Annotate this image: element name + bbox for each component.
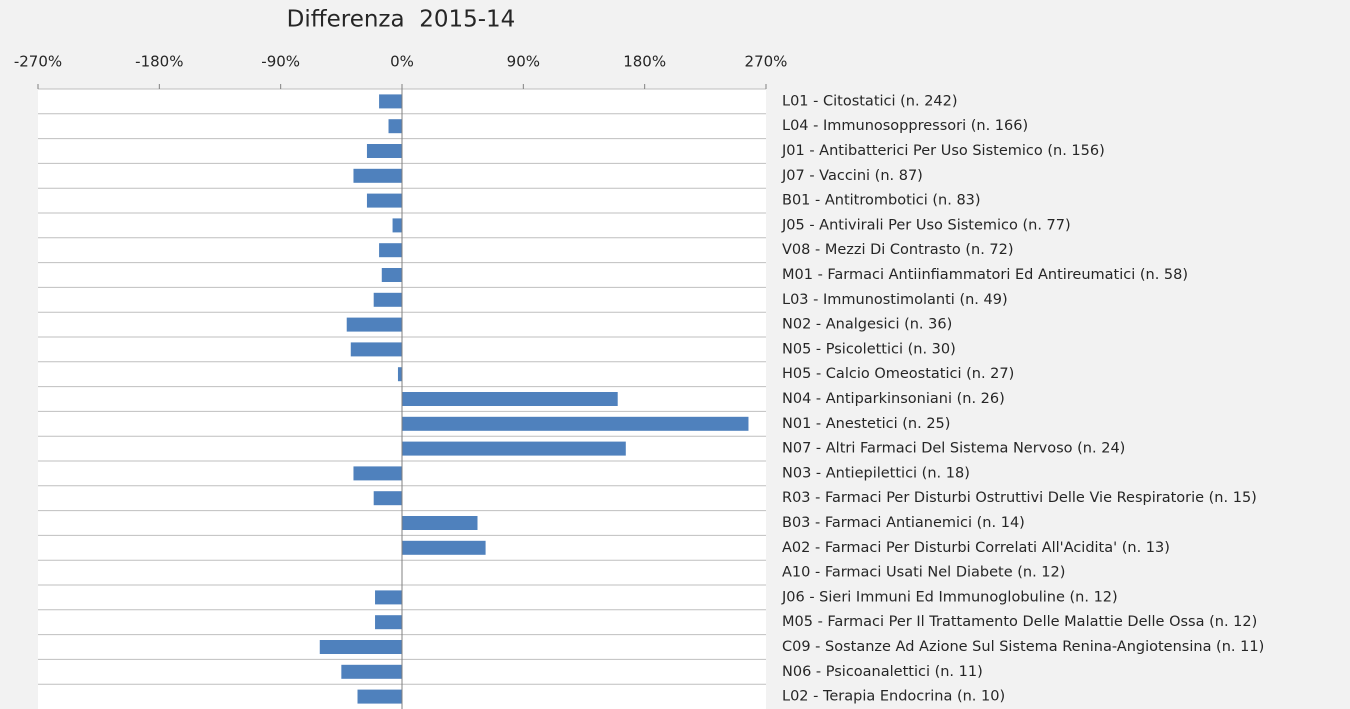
bar bbox=[381, 268, 402, 282]
bar bbox=[402, 441, 626, 456]
bar bbox=[392, 218, 402, 233]
category-label: J05 - Antivirali Per Uso Sistemico (n. 7… bbox=[781, 217, 1071, 233]
category-label: A10 - Farmaci Usati Nel Diabete (n. 12) bbox=[782, 565, 1065, 581]
bar bbox=[341, 664, 402, 679]
bar bbox=[373, 292, 402, 307]
category-label: J06 - Sieri Immuni Ed Immunoglobuline (n… bbox=[781, 589, 1118, 605]
x-tick-label: -90% bbox=[261, 53, 300, 71]
bar bbox=[373, 491, 402, 506]
category-label: L04 - Immunosoppressori (n. 166) bbox=[782, 118, 1028, 134]
x-tick-label: -180% bbox=[135, 53, 183, 71]
x-tick-label: 90% bbox=[507, 53, 540, 71]
category-label: N03 - Antiepilettici (n. 18) bbox=[782, 465, 970, 481]
category-label: N06 - Psicoanalettici (n. 11) bbox=[782, 664, 983, 680]
bar bbox=[388, 119, 402, 134]
bar bbox=[402, 540, 486, 555]
category-label: L02 - Terapia Endocrina (n. 10) bbox=[782, 689, 1005, 705]
category-label: A02 - Farmaci Per Disturbi Correlati All… bbox=[782, 540, 1170, 556]
x-tick-label: -270% bbox=[14, 53, 62, 71]
bar bbox=[379, 94, 402, 109]
category-label: B01 - Antitrombotici (n. 83) bbox=[782, 193, 981, 209]
bar bbox=[402, 392, 618, 406]
bar bbox=[353, 168, 402, 183]
x-tick-label: 270% bbox=[745, 53, 788, 71]
bar bbox=[366, 144, 402, 158]
category-label: C09 - Sostanze Ad Azione Sul Sistema Ren… bbox=[782, 639, 1264, 655]
category-label: J01 - Antibatterici Per Uso Sistemico (n… bbox=[781, 143, 1105, 159]
bar bbox=[375, 590, 402, 605]
category-label: N02 - Analgesici (n. 36) bbox=[782, 317, 952, 333]
category-label: H05 - Calcio Omeostatici (n. 27) bbox=[782, 366, 1014, 382]
bar bbox=[366, 193, 402, 208]
bar bbox=[402, 416, 749, 431]
x-tick-label: 0% bbox=[390, 53, 414, 71]
category-label: N07 - Altri Farmaci Del Sistema Nervoso … bbox=[782, 441, 1125, 457]
bar bbox=[346, 317, 402, 332]
bar bbox=[319, 640, 402, 654]
category-label: N05 - Psicolettici (n. 30) bbox=[782, 341, 956, 357]
category-label: N01 - Anestetici (n. 25) bbox=[782, 416, 950, 432]
category-label: M05 - Farmaci Per Il Trattamento Delle M… bbox=[782, 614, 1257, 630]
bar bbox=[379, 243, 402, 258]
bar bbox=[350, 342, 402, 357]
x-tick-label: 180% bbox=[623, 53, 666, 71]
category-label: N04 - Antiparkinsoniani (n. 26) bbox=[782, 391, 1005, 407]
category-label: J07 - Vaccini (n. 87) bbox=[781, 168, 923, 184]
bar bbox=[397, 367, 402, 382]
bar bbox=[357, 689, 402, 704]
bar bbox=[353, 466, 402, 481]
category-label: V08 - Mezzi Di Contrasto (n. 72) bbox=[782, 242, 1014, 258]
category-label: L01 - Citostatici (n. 242) bbox=[782, 93, 958, 109]
category-label: L03 - Immunostimolanti (n. 49) bbox=[782, 292, 1008, 308]
bar bbox=[375, 615, 402, 630]
category-label: M01 - Farmaci Antiinfiammatori Ed Antire… bbox=[782, 267, 1188, 283]
category-label: R03 - Farmaci Per Disturbi Ostruttivi De… bbox=[782, 490, 1257, 506]
bar bbox=[402, 516, 478, 530]
chart-title: Differenza 2015-14 bbox=[287, 7, 516, 33]
category-label: B03 - Farmaci Antianemici (n. 14) bbox=[782, 515, 1025, 531]
